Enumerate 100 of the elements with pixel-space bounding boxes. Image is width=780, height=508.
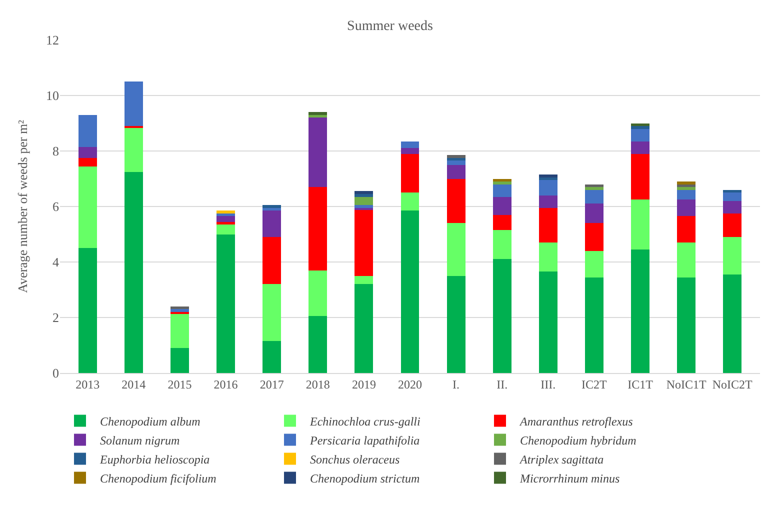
x-tick-label: 2017	[260, 377, 284, 392]
bar	[446, 155, 466, 158]
bar	[677, 242, 696, 278]
bar	[585, 250, 604, 278]
bar	[631, 200, 650, 250]
bar	[78, 248, 97, 373]
bar	[538, 174, 558, 178]
legend-label: Euphorbia helioscopia	[99, 452, 210, 466]
bar	[446, 276, 466, 373]
bar	[446, 178, 466, 224]
legend-label: Amaranthus retroflexus	[519, 414, 634, 428]
bar	[538, 195, 558, 208]
bar	[170, 309, 189, 312]
x-tick-label: NoIC2T	[712, 377, 754, 392]
bar	[492, 196, 512, 215]
bar	[677, 184, 696, 188]
bar	[677, 216, 696, 243]
y-tick-label: 2	[52, 310, 59, 326]
bar	[400, 141, 420, 148]
bar	[723, 237, 742, 274]
bar	[585, 204, 604, 224]
bar	[216, 216, 235, 222]
bar	[631, 128, 650, 142]
bar	[723, 192, 742, 201]
x-tick-label: 2020	[398, 377, 422, 392]
bar	[492, 178, 512, 182]
legend-label: Chenopodium ficifolium	[100, 471, 217, 486]
y-tick-label: 4	[52, 254, 60, 270]
x-tick-label: 2019	[352, 377, 376, 392]
y-tick-label: 0	[52, 366, 59, 381]
bar	[262, 205, 282, 208]
bar	[262, 341, 282, 373]
bar	[354, 276, 374, 284]
bar	[492, 214, 512, 230]
legend-label: Chenopodium hybridum	[520, 433, 637, 448]
bar	[262, 208, 282, 211]
bar	[308, 316, 328, 373]
bar	[446, 158, 466, 161]
bar	[723, 274, 742, 373]
legend-label: Persicaria lapathifolia	[309, 433, 420, 448]
bar	[677, 190, 696, 200]
bar	[216, 210, 235, 214]
bar	[677, 200, 696, 216]
x-tick-label: 2015	[168, 377, 192, 392]
y-tick-label: 12	[46, 32, 59, 48]
bar	[723, 190, 742, 193]
x-tick-label: 2014	[122, 377, 146, 392]
x-tick-label: IC1T	[628, 377, 654, 392]
legend-label: Sonchus oleraceus	[310, 452, 400, 466]
bar	[631, 126, 650, 129]
bar	[78, 158, 97, 166]
bar	[631, 250, 650, 373]
legend-label: Echinochloa crus-galli	[309, 414, 420, 428]
bar	[354, 209, 374, 276]
bar	[262, 237, 282, 284]
legend-label: Chenopodium strictum	[310, 471, 420, 486]
bar	[400, 210, 420, 373]
bar	[631, 154, 650, 200]
bar	[400, 148, 420, 154]
bar	[216, 213, 235, 216]
bar	[216, 222, 235, 225]
bar	[631, 123, 650, 126]
bar	[170, 306, 189, 310]
bar	[354, 191, 374, 194]
x-tick-label: NoIC1T	[666, 377, 707, 392]
bar	[262, 210, 282, 238]
bar	[492, 259, 512, 373]
bar	[585, 277, 604, 373]
bar	[446, 223, 466, 276]
bar	[538, 180, 558, 196]
x-tick-label: I.	[452, 377, 460, 392]
x-tick-label: 2013	[76, 377, 100, 392]
bar	[723, 213, 742, 238]
bar	[354, 284, 374, 373]
bar	[78, 146, 97, 158]
bar	[308, 112, 328, 115]
bar	[308, 270, 328, 316]
bar	[677, 182, 696, 184]
x-tick-label: 2016	[214, 377, 238, 392]
bar	[585, 187, 604, 190]
chart-title: Summer weeds	[347, 19, 433, 34]
legend-label: Chenopodium album	[100, 414, 201, 428]
bar	[400, 192, 420, 211]
bar	[446, 164, 466, 179]
bar	[262, 284, 282, 342]
bar	[538, 272, 558, 373]
bar	[538, 208, 558, 243]
y-tick-label: 8	[52, 144, 59, 159]
bar	[354, 194, 374, 197]
bar	[354, 205, 374, 208]
bar	[308, 118, 328, 188]
bar	[492, 182, 512, 184]
y-tick-label: 6	[52, 199, 60, 214]
bar	[538, 177, 558, 180]
x-tick-label: II.	[496, 377, 508, 392]
legend-label: Solanum nigrum	[100, 433, 180, 448]
bar	[124, 172, 143, 373]
x-tick-label: 2018	[306, 377, 330, 392]
y-tick-label: 10	[46, 88, 59, 104]
bar	[585, 184, 604, 188]
